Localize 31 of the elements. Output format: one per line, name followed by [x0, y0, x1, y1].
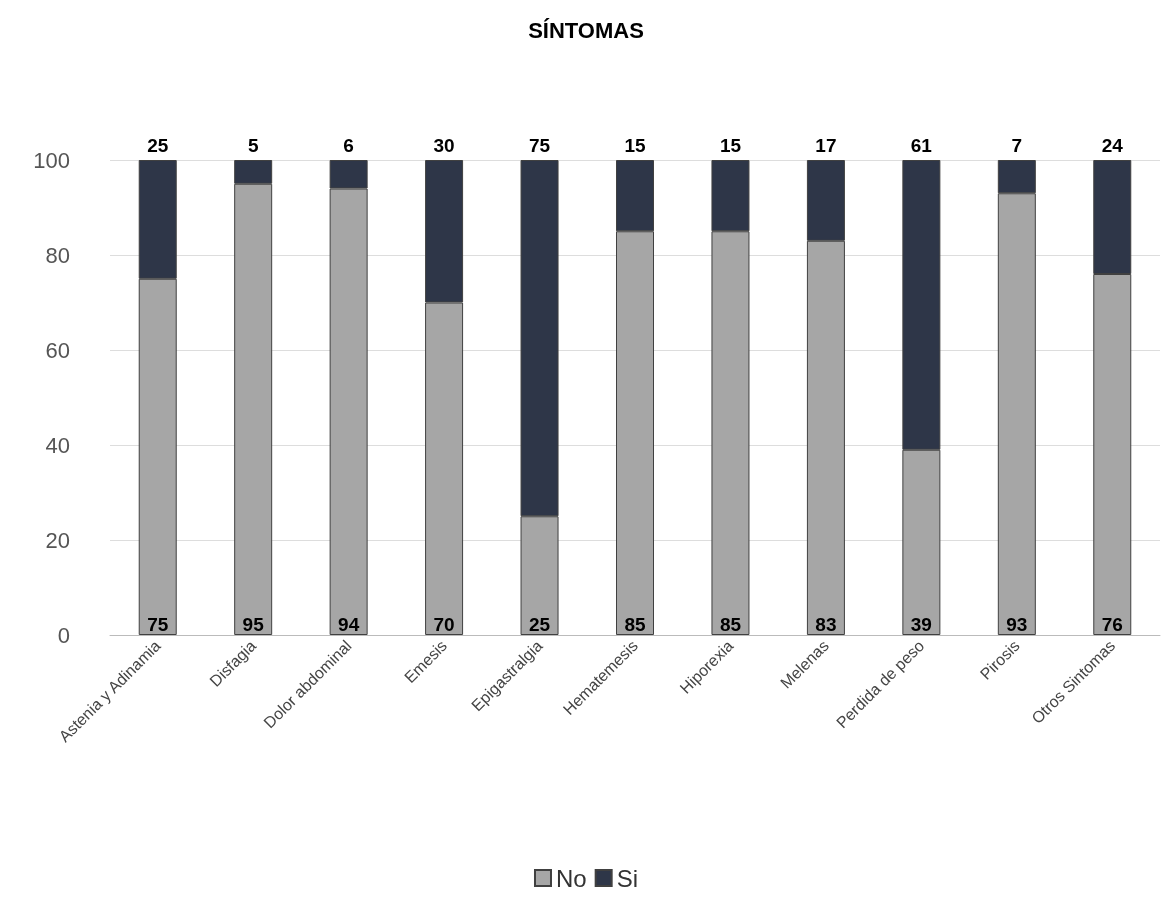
data-label: 94 — [338, 614, 360, 635]
data-label: 17 — [815, 135, 837, 156]
data-label: 39 — [910, 614, 932, 635]
data-label: 76 — [1101, 614, 1123, 635]
y-tick-label: 80 — [45, 242, 70, 268]
y-tick-label: 40 — [45, 432, 70, 458]
legend-label: Si — [616, 864, 639, 892]
data-label: 75 — [528, 135, 551, 156]
data-label: 85 — [624, 614, 646, 635]
data-label: 61 — [910, 135, 933, 156]
data-label: 25 — [147, 135, 169, 156]
data-label: 7 — [1011, 135, 1023, 156]
data-label: 24 — [1101, 135, 1124, 156]
data-label: 85 — [719, 614, 742, 635]
data-label: 70 — [433, 614, 455, 635]
data-label: 75 — [147, 614, 169, 635]
y-tick-label: 60 — [45, 337, 70, 363]
data-label: 83 — [815, 614, 837, 635]
y-tick-label: 20 — [45, 527, 70, 553]
data-label: 95 — [242, 614, 265, 635]
data-label: 93 — [1006, 614, 1028, 635]
data-label: 15 — [624, 135, 646, 156]
chart-title: SÍNTOMAS — [528, 17, 644, 43]
y-tick-label: 0 — [57, 622, 70, 648]
data-label: 5 — [247, 135, 259, 156]
data-label: 25 — [528, 614, 551, 635]
data-label: 15 — [719, 135, 742, 156]
y-tick-label: 100 — [33, 147, 70, 173]
data-label: 6 — [343, 135, 354, 156]
data-label: 30 — [433, 135, 455, 156]
legend-label: No — [555, 864, 587, 892]
